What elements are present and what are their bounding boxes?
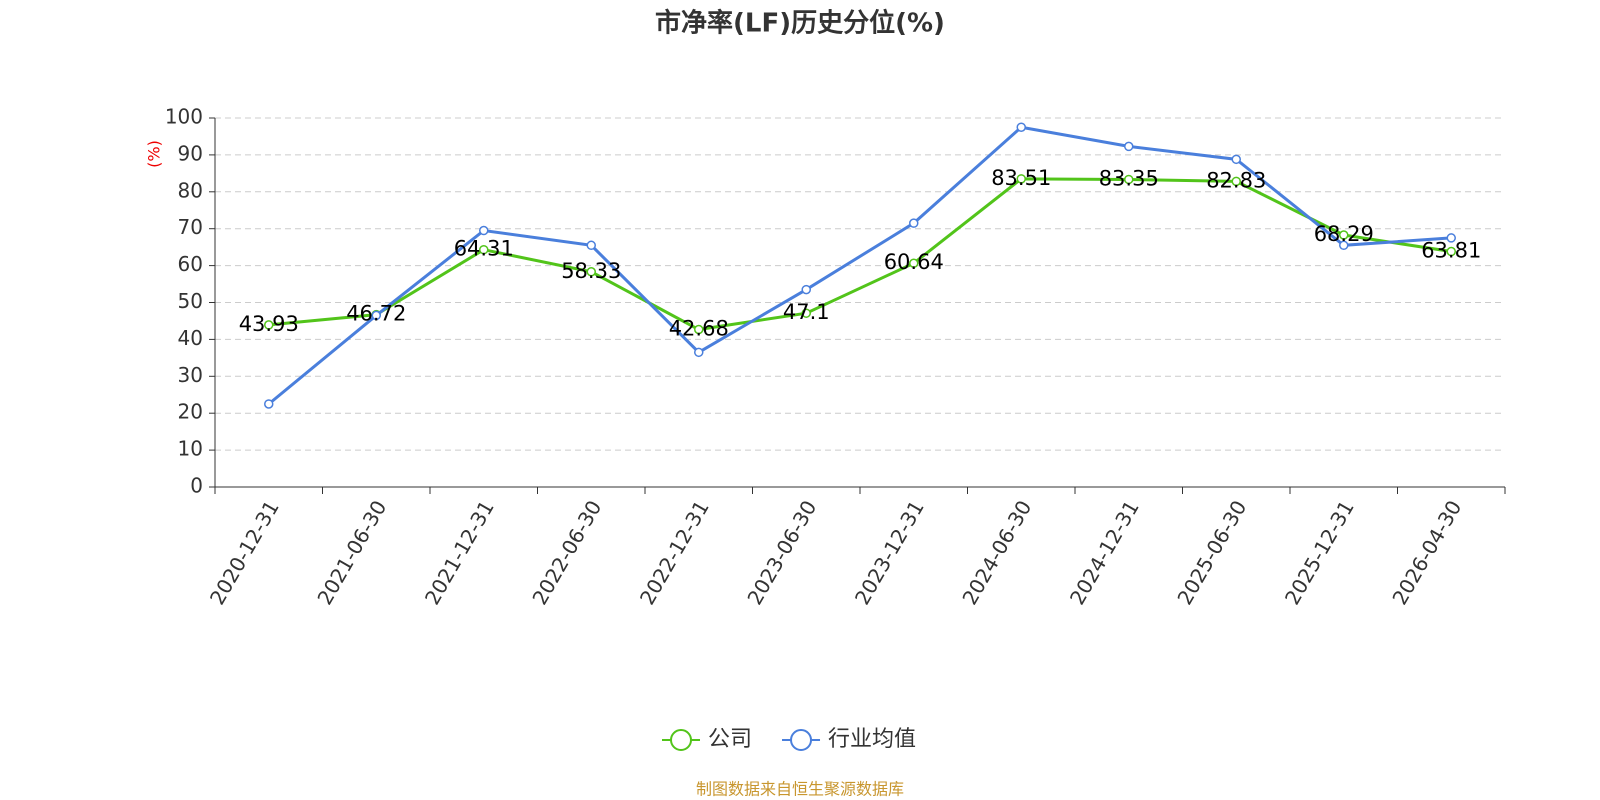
point xyxy=(909,258,919,268)
point xyxy=(1016,122,1026,132)
series-line xyxy=(268,177,1452,332)
point xyxy=(694,347,704,358)
y-tick-label: 80 xyxy=(178,178,203,202)
point xyxy=(264,320,274,330)
x-tick-label: 2026-04-30 xyxy=(1387,496,1466,609)
data-label: 68.29 xyxy=(1314,222,1374,246)
series-line xyxy=(267,125,1452,406)
point xyxy=(694,324,704,335)
y-tick-label: 90 xyxy=(178,141,203,165)
data-label: 64.31 xyxy=(454,237,514,261)
point xyxy=(1446,246,1456,257)
legend-label: 公司 xyxy=(708,727,752,752)
point xyxy=(586,240,596,251)
point xyxy=(801,284,811,295)
x-tick-label: 2021-06-30 xyxy=(312,496,391,609)
point xyxy=(1016,174,1026,184)
point xyxy=(909,218,919,228)
point xyxy=(479,225,489,236)
y-tick-label: 20 xyxy=(178,400,203,424)
point xyxy=(1124,141,1134,152)
x-tick-label: 2021-12-31 xyxy=(420,496,499,609)
legend-marker xyxy=(670,729,692,751)
source-note: 制图数据来自恒生聚源数据库 xyxy=(696,780,904,799)
x-tick-label: 2024-06-30 xyxy=(957,496,1036,609)
point xyxy=(586,267,596,277)
data-label: 47.1 xyxy=(783,300,830,324)
x-tick-label: 2022-12-31 xyxy=(635,496,714,609)
y-tick-label: 70 xyxy=(178,215,203,239)
point xyxy=(264,399,274,409)
point xyxy=(1231,176,1241,187)
data-label: 83.51 xyxy=(991,166,1051,190)
y-axis-label: (%) xyxy=(145,140,164,168)
data-label: 60.64 xyxy=(884,250,944,274)
x-tick-label: 2024-12-31 xyxy=(1065,496,1144,609)
point xyxy=(1446,233,1456,243)
point xyxy=(1231,154,1241,165)
x-tick-label: 2023-12-31 xyxy=(850,496,929,609)
y-tick-label: 40 xyxy=(178,326,203,350)
data-label: 42.68 xyxy=(669,317,729,341)
x-tick-label: 2023-06-30 xyxy=(742,496,821,609)
point xyxy=(371,310,381,321)
y-tick-label: 30 xyxy=(178,363,203,387)
data-label: 82.83 xyxy=(1206,168,1266,192)
point xyxy=(1124,174,1134,185)
data-label: 63.81 xyxy=(1421,239,1481,263)
legend-marker xyxy=(790,729,813,751)
point xyxy=(1339,230,1349,240)
x-tick-label: 2025-12-31 xyxy=(1280,496,1359,609)
point xyxy=(1339,240,1349,251)
data-label: 46.72 xyxy=(346,302,406,326)
x-tick-label: 2020-12-31 xyxy=(205,496,284,609)
x-tick-label: 2022-06-30 xyxy=(527,496,606,609)
y-tick-label: 0 xyxy=(190,474,203,498)
point xyxy=(801,308,811,318)
y-tick-label: 50 xyxy=(178,289,203,313)
y-tick-label: 100 xyxy=(165,105,203,129)
legend-label: 行业均值 xyxy=(828,727,916,752)
x-tick-label: 2025-06-30 xyxy=(1172,496,1251,609)
data-label: 83.35 xyxy=(1099,166,1159,190)
data-label: 43.93 xyxy=(239,312,299,336)
y-tick-label: 10 xyxy=(178,437,203,461)
y-tick-label: 60 xyxy=(178,252,203,276)
chart-title: 市净率(LF)历史分位(%) xyxy=(655,8,945,39)
data-label: 58.33 xyxy=(561,259,621,283)
point xyxy=(479,244,489,255)
